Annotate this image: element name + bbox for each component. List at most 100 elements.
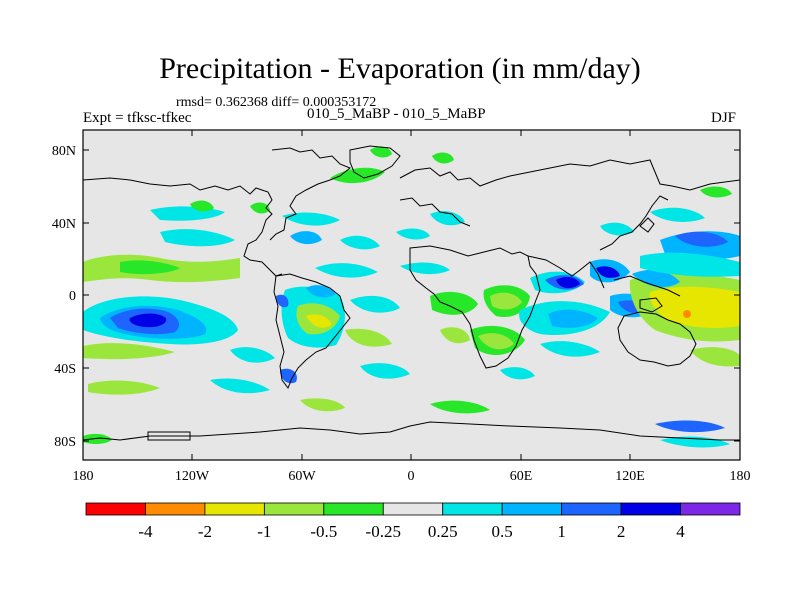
- case-label: 010_5_MaBP - 010_5_MaBP: [307, 106, 486, 122]
- contour-region: [360, 363, 410, 379]
- colorbar-swatch: [561, 502, 622, 516]
- coastline: [349, 145, 401, 179]
- lat-label: 80S: [54, 435, 76, 450]
- coastline: [83, 421, 740, 441]
- contour-region: [120, 260, 180, 275]
- contour-region: [210, 378, 270, 394]
- colorbar-label: -2: [198, 522, 212, 541]
- contour-region: [276, 294, 289, 308]
- contour-region: [306, 285, 336, 298]
- colorbar-label: -4: [138, 522, 153, 541]
- contour-region: [490, 292, 522, 310]
- stats-text: rmsd= 0.362368 diff= 0.000353172: [176, 95, 377, 110]
- coastline: [399, 197, 471, 227]
- contour-region: [700, 186, 732, 198]
- contour-region: [500, 367, 535, 380]
- contour-region: [430, 400, 490, 414]
- coastline: [399, 159, 740, 191]
- lon-label: 60E: [510, 469, 533, 484]
- contour-region: [282, 212, 340, 226]
- season-label: DJF: [711, 110, 737, 126]
- contour-region: [432, 152, 454, 164]
- contour-region: [290, 231, 322, 245]
- contour-region: [540, 341, 600, 357]
- colorbar-label: -0.5: [310, 522, 337, 541]
- contour-region: [83, 343, 175, 360]
- colorbar-swatch: [680, 502, 741, 516]
- lon-label: 180: [730, 469, 751, 484]
- contour-region: [396, 228, 430, 240]
- contour-region: [340, 235, 380, 250]
- contour-region: [400, 262, 450, 275]
- coastline: [83, 177, 283, 277]
- lon-label: 120E: [615, 469, 645, 484]
- contour-region: [129, 313, 167, 328]
- colorbar-label: 0.25: [428, 522, 458, 541]
- coastline: [613, 275, 681, 297]
- lon-label: 180: [73, 469, 94, 484]
- contour-fields: [83, 146, 740, 448]
- contour-region: [649, 286, 740, 328]
- colorbar-swatch: [263, 502, 325, 516]
- lat-label: 40N: [52, 217, 76, 232]
- contour-region: [548, 309, 598, 328]
- colorbar-label: 4: [676, 522, 685, 541]
- contour-region: [596, 266, 620, 278]
- coastlines: [83, 145, 740, 441]
- contour-region: [650, 207, 705, 222]
- coastline: [273, 273, 351, 390]
- contour-region: [280, 368, 297, 384]
- colorbar-label: 2: [617, 522, 626, 541]
- contour-region: [160, 229, 235, 247]
- lon-label: 0: [408, 469, 415, 484]
- colorbar-swatch: [145, 502, 206, 516]
- contour-region: [478, 333, 514, 350]
- contour-region: [370, 146, 392, 158]
- contour-region: [600, 222, 634, 236]
- contour-region: [683, 310, 691, 318]
- contour-region: [315, 263, 378, 278]
- colorbar-label: -1: [257, 522, 271, 541]
- experiment-label: Expt = tfksc-tfkec: [83, 110, 192, 126]
- contour-region: [556, 277, 580, 289]
- colorbar-swatch: [501, 502, 563, 516]
- colorbar-label: 1: [557, 522, 566, 541]
- lat-label: 40S: [54, 362, 76, 377]
- colorbar-swatch: [323, 502, 384, 516]
- colorbar-label: 0.5: [492, 522, 513, 541]
- contour-region: [632, 269, 680, 288]
- lon-label: 120W: [175, 469, 210, 484]
- lon-axis: 180 120W 60W 0 60E 120E 180: [73, 130, 751, 484]
- contour-region: [690, 347, 740, 367]
- lon-label: 60W: [288, 469, 316, 484]
- colorbar-swatch: [442, 502, 503, 516]
- contour-region: [655, 420, 725, 433]
- contour-region: [350, 295, 400, 313]
- lat-label: 80N: [52, 144, 76, 159]
- contour-region: [440, 327, 470, 344]
- contour-region: [250, 202, 270, 214]
- lat-axis: 80N 40N 0 40S 80S: [52, 144, 740, 450]
- coastline: [639, 297, 663, 313]
- coastline: [639, 217, 655, 233]
- contour-region: [330, 167, 385, 184]
- colorbar-swatch: [620, 502, 681, 516]
- colorbar-swatch: [85, 502, 146, 516]
- colorbar: -4 -2 -1 -0.5 -0.25 0.25 0.5 1 2 4: [85, 502, 741, 541]
- map-title: Precipitation - Evaporation (in mm/day): [159, 52, 641, 85]
- coastline: [599, 195, 669, 251]
- contour-region: [300, 398, 345, 412]
- coastline: [617, 311, 697, 367]
- contour-region: [88, 380, 160, 395]
- contour-region: [640, 252, 740, 277]
- contour-region: [306, 314, 332, 328]
- coastline: [269, 147, 351, 241]
- contour-region: [675, 231, 728, 247]
- colorbar-swatch: [204, 502, 265, 516]
- coastline: [527, 255, 605, 289]
- contour-region: [230, 347, 275, 363]
- contour-region: [430, 291, 478, 315]
- coastline: [147, 431, 191, 441]
- colorbar-swatch: [382, 502, 444, 516]
